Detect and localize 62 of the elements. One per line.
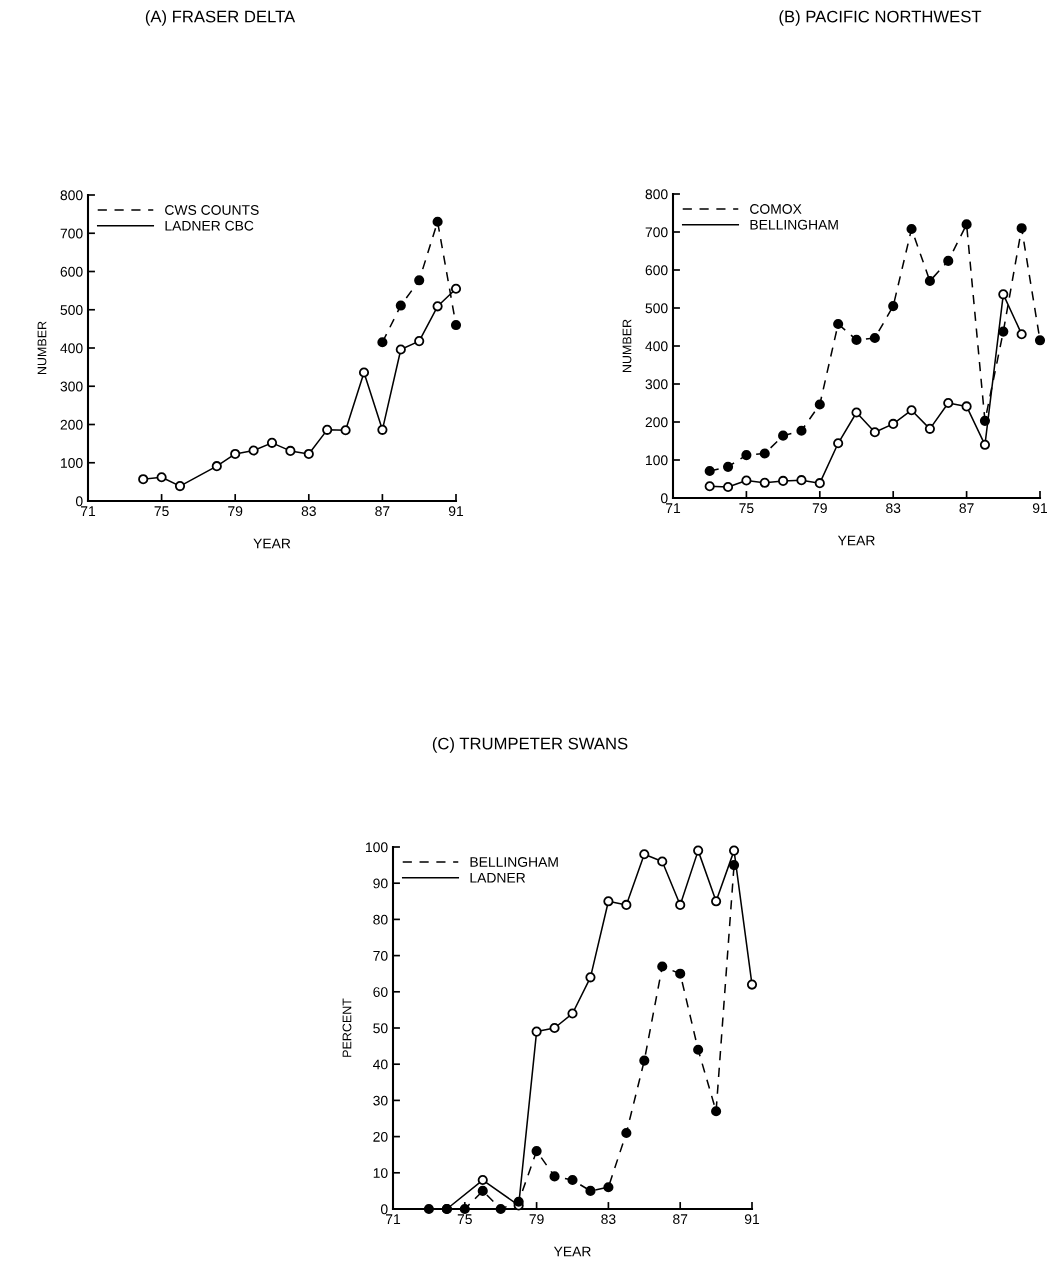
y-tick-label: 100 — [61, 458, 83, 468]
x-axis-title: YEAR — [837, 535, 875, 546]
chart-title: (A) FRASER DELTA — [145, 10, 296, 26]
x-tick-label: 87 — [375, 506, 390, 517]
y-tick-label: 40 — [373, 1059, 388, 1070]
y-tick-label: 70 — [373, 950, 388, 961]
legend-label: LADNER — [470, 872, 526, 883]
y-tick-label: 60 — [373, 987, 388, 997]
y-tick-label: 800 — [60, 190, 83, 201]
y-tick-label: 90 — [373, 878, 388, 889]
y-tick-label: 500 — [60, 305, 83, 315]
x-tick-label: 91 — [1032, 503, 1047, 514]
y-tick-label: 600 — [645, 265, 668, 276]
x-tick-label: 79 — [529, 1214, 544, 1225]
x-tick-label: 87 — [673, 1214, 688, 1225]
legend-label: CWS COUNTS — [165, 205, 259, 215]
x-tick-label: 75 — [154, 506, 169, 517]
y-tick-label: 10 — [373, 1168, 388, 1178]
y-axis-title: PERCENT — [342, 998, 352, 1057]
y-tick-label: 50 — [373, 1023, 388, 1034]
y-tick-label: 30 — [373, 1095, 388, 1106]
y-axis-title: NUMBER — [37, 321, 47, 375]
x-tick-label: 79 — [812, 503, 827, 514]
y-tick-label: 700 — [645, 227, 668, 238]
y-tick-label: 100 — [646, 455, 668, 466]
legend-label: LADNER CBC — [165, 220, 254, 231]
x-tick-label: 91 — [448, 506, 464, 517]
legend-label: BELLINGHAM — [470, 857, 558, 867]
x-tick-label: 75 — [457, 1214, 472, 1225]
chart-title: (C) TRUMPETER SWANS — [432, 737, 628, 753]
y-tick-label: 500 — [645, 303, 668, 314]
y-tick-label: 600 — [60, 266, 83, 277]
y-tick-label: 0 — [380, 1204, 388, 1215]
y-tick-label: 0 — [75, 496, 83, 507]
y-tick-label: 200 — [645, 417, 668, 428]
y-tick-label: 700 — [60, 228, 83, 239]
x-tick-label: 75 — [739, 503, 754, 514]
x-tick-label: 79 — [228, 506, 243, 517]
y-tick-label: 20 — [373, 1131, 388, 1142]
y-tick-label: 800 — [645, 189, 668, 200]
x-axis-title: YEAR — [553, 1246, 591, 1257]
y-tick-label: 400 — [645, 341, 668, 352]
x-tick-label: 71 — [80, 506, 96, 516]
y-tick-label: 300 — [645, 379, 668, 390]
chart-title: (B) PACIFIC NORTHWEST — [779, 10, 982, 26]
y-tick-label: 0 — [660, 493, 668, 504]
legend-label: COMOX — [750, 204, 802, 214]
y-tick-label: 400 — [60, 343, 83, 354]
y-tick-label: 200 — [60, 419, 83, 430]
x-tick-label: 83 — [601, 1214, 616, 1225]
x-tick-label: 83 — [301, 506, 316, 517]
x-tick-label: 83 — [886, 503, 901, 514]
x-tick-label: 71 — [665, 503, 681, 513]
x-tick-label: 87 — [959, 503, 974, 514]
x-axis-title: YEAR — [253, 538, 291, 549]
y-tick-label: 100 — [366, 842, 388, 853]
y-axis-title: NUMBER — [622, 319, 632, 373]
x-tick-label: 71 — [385, 1214, 401, 1224]
y-tick-label: 80 — [373, 914, 388, 925]
x-tick-label: 91 — [744, 1214, 760, 1225]
y-tick-label: 300 — [60, 381, 83, 392]
legend-label: BELLINGHAM — [750, 219, 838, 230]
